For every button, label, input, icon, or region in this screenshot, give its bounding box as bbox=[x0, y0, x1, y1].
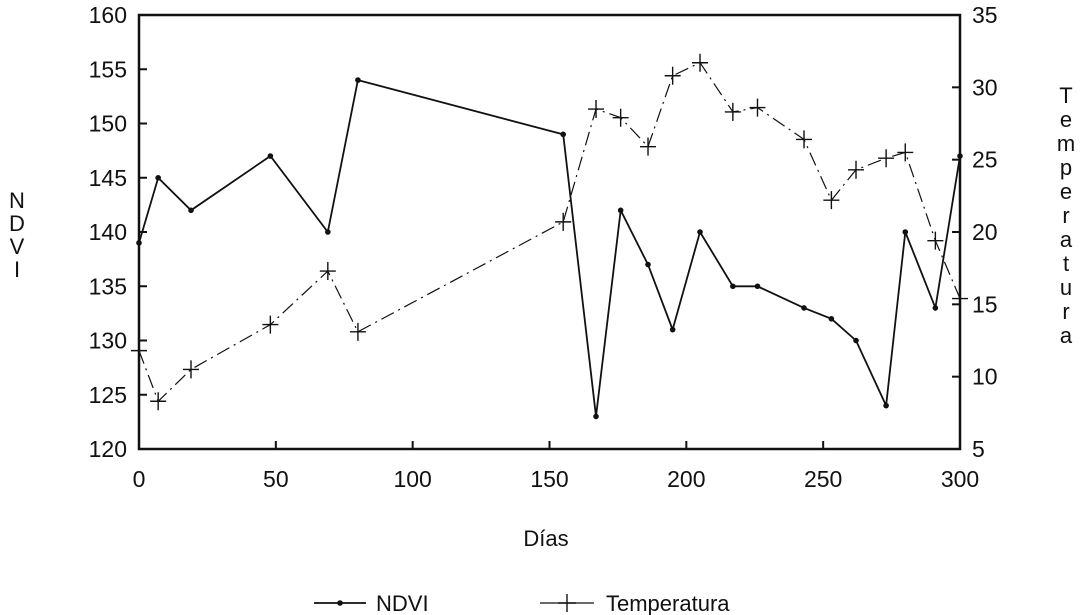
data-point-temperatura bbox=[612, 108, 629, 127]
data-point-temperatura bbox=[182, 360, 199, 379]
data-point-temperatura bbox=[692, 53, 709, 72]
data-point-temperatura bbox=[555, 212, 572, 231]
data-point-temperatura bbox=[878, 149, 895, 168]
data-point-temperatura bbox=[319, 262, 336, 281]
data-point-temperatura bbox=[897, 143, 914, 162]
data-point-temperatura bbox=[588, 100, 605, 119]
data-point-temperatura bbox=[749, 98, 766, 117]
x-tick-label: 0 bbox=[133, 466, 146, 492]
legend-ndvi-label: NDVI bbox=[376, 591, 429, 615]
data-point-ndvi bbox=[754, 283, 761, 290]
y-left-tick-label: 135 bbox=[89, 273, 127, 299]
x-axis: 0 50 100 150 200 250 300 bbox=[133, 441, 979, 492]
data-point-temperatura bbox=[927, 231, 944, 250]
x-tick-label: 250 bbox=[804, 466, 842, 492]
legend-temperatura-marker bbox=[558, 594, 576, 612]
data-point-ndvi bbox=[325, 229, 331, 235]
data-point-temperatura bbox=[823, 191, 840, 210]
y-right-tick-label: 25 bbox=[972, 147, 998, 173]
data-point-temperatura bbox=[796, 130, 813, 149]
y-right-tick-label: 10 bbox=[972, 364, 998, 390]
data-point-temperatura bbox=[349, 322, 366, 341]
y-right-tick-label: 30 bbox=[972, 74, 998, 100]
y-right-tick-label: 15 bbox=[972, 291, 998, 317]
data-point-ndvi bbox=[560, 131, 566, 138]
data-point-ndvi bbox=[355, 77, 361, 83]
data-point-ndvi bbox=[697, 229, 703, 235]
x-tick-label: 300 bbox=[941, 466, 979, 492]
data-point-temperatura bbox=[150, 392, 167, 411]
y-right-tick-label: 20 bbox=[972, 219, 998, 245]
y-right-tick-label: 35 bbox=[972, 2, 998, 28]
data-point-ndvi bbox=[617, 207, 624, 214]
y-left-tick-label: 125 bbox=[89, 382, 127, 408]
y-axis-left: 120 125 130 135 140 145 150 155 160 bbox=[89, 2, 147, 462]
series-line-ndvi bbox=[138, 78, 961, 417]
plot-frame bbox=[137, 13, 962, 451]
data-point-temperatura bbox=[640, 137, 657, 156]
y-left-tick-label: 120 bbox=[89, 436, 127, 462]
data-point-ndvi bbox=[902, 229, 909, 235]
legend-item-ndvi: NDVI bbox=[314, 591, 429, 615]
legend-ndvi-marker bbox=[337, 600, 343, 606]
data-point-ndvi bbox=[828, 316, 835, 322]
data-point-temperatura bbox=[724, 102, 741, 121]
data-point-ndvi bbox=[645, 261, 651, 268]
data-point-ndvi bbox=[883, 402, 889, 409]
data-point-ndvi bbox=[853, 337, 859, 344]
series-line-temperatura bbox=[138, 61, 961, 403]
x-tick-label: 200 bbox=[667, 466, 705, 492]
legend-item-temperatura: Temperatura bbox=[540, 591, 730, 615]
series-layer bbox=[131, 53, 968, 420]
x-tick-label: 100 bbox=[393, 466, 431, 492]
y-left-tick-label: 160 bbox=[89, 2, 127, 28]
x-axis-title: Días bbox=[523, 526, 568, 551]
data-point-ndvi bbox=[267, 153, 274, 159]
data-point-ndvi bbox=[593, 413, 599, 420]
y-axis-right: 5 10 15 20 25 30 35 bbox=[952, 2, 998, 462]
y-left-tick-label: 155 bbox=[89, 56, 127, 82]
data-point-ndvi bbox=[155, 174, 161, 181]
y-right-tick-label: 5 bbox=[972, 436, 985, 462]
data-point-ndvi bbox=[932, 305, 939, 311]
y-left-tick-label: 145 bbox=[89, 165, 127, 191]
data-point-temperatura bbox=[262, 315, 279, 334]
data-point-ndvi bbox=[730, 283, 736, 290]
legend: NDVI Temperatura bbox=[314, 591, 730, 615]
data-point-temperatura bbox=[848, 160, 865, 179]
data-point-ndvi bbox=[801, 305, 807, 311]
data-point-ndvi bbox=[188, 207, 194, 214]
y-left-tick-label: 130 bbox=[89, 328, 127, 354]
x-tick-label: 50 bbox=[263, 466, 289, 492]
y-left-tick-label: 140 bbox=[89, 219, 127, 245]
x-tick-label: 150 bbox=[530, 466, 568, 492]
y-left-tick-label: 150 bbox=[89, 111, 127, 137]
data-point-temperatura bbox=[664, 66, 681, 85]
data-point-ndvi bbox=[669, 326, 676, 333]
legend-temperatura-label: Temperatura bbox=[606, 591, 730, 615]
